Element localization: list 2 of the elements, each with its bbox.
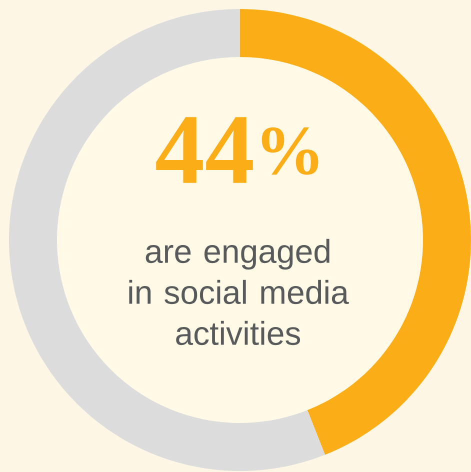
text: 44$^{%}$ <box>156 117 318 183</box>
text: are engaged in social media activities <box>129 238 349 346</box>
